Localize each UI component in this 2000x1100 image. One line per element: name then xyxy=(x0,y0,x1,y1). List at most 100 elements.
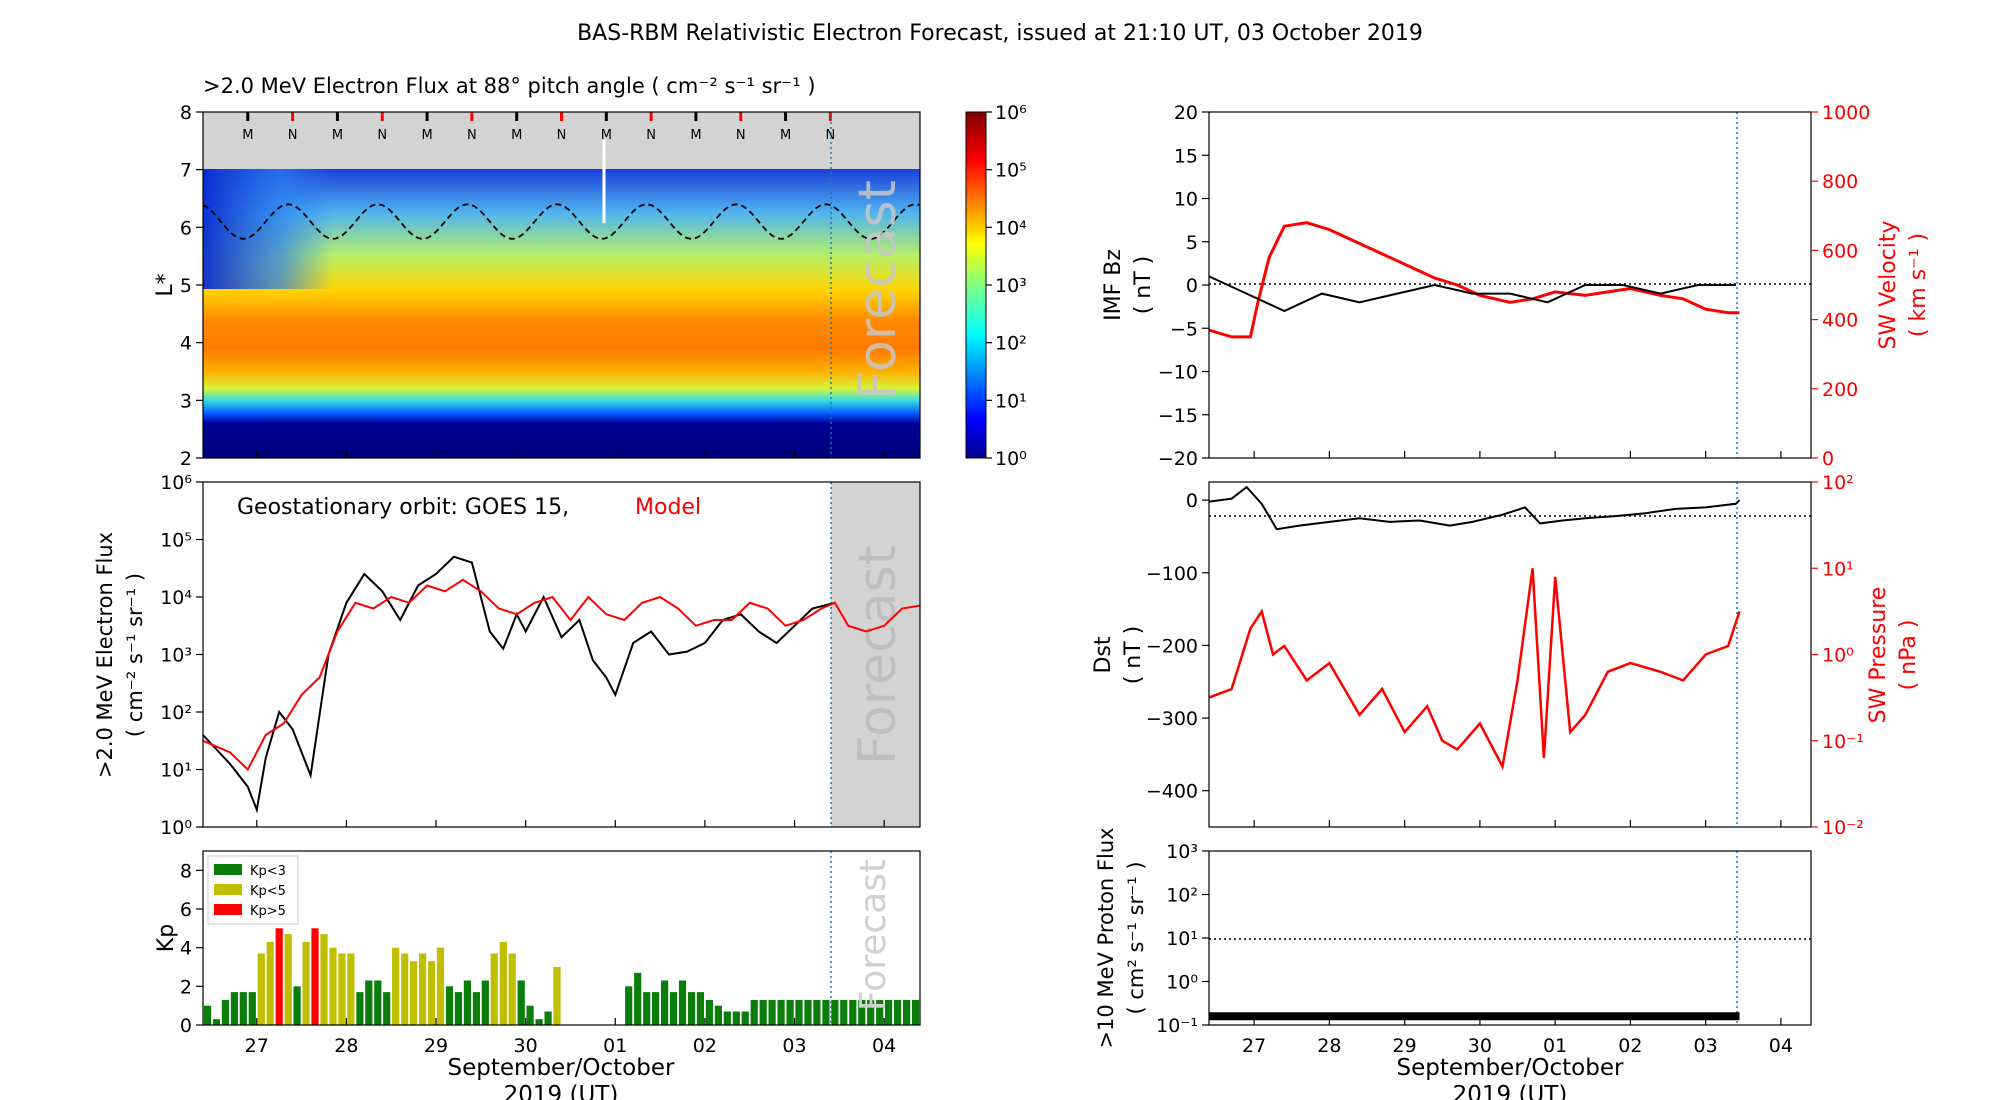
x-tick-label: 02 xyxy=(693,1035,717,1057)
sw-velocity-ylabel-line1: SW Velocity xyxy=(1876,220,1901,349)
kp-bar xyxy=(661,980,669,1025)
mn-label: N xyxy=(467,128,477,143)
sw-velocity-line xyxy=(1208,221,1740,339)
left-xlabel-line2: 2019 (UT) xyxy=(504,1082,619,1100)
geo-flux-panel: Forecast Geostationary orbit: GOES 15, M… xyxy=(93,472,921,839)
flux-map-title: >2.0 MeV Electron Flux at 88° pitch angl… xyxy=(203,74,816,98)
x-tick-label: 27 xyxy=(1242,1035,1266,1057)
kp-bar xyxy=(625,986,633,1025)
y-tick-label: 4 xyxy=(180,938,192,960)
kp-bar xyxy=(885,999,893,1025)
kp-legend-swatch xyxy=(214,904,242,915)
kp-bar xyxy=(311,928,319,1025)
y-tick-label: 10¹ xyxy=(160,760,192,782)
imf-bz-line xyxy=(1208,275,1736,313)
x-tick-label: 29 xyxy=(424,1035,448,1057)
kp-bar xyxy=(257,953,265,1025)
y-tick-label: 8 xyxy=(180,102,192,124)
y-tick-label: 10⁶ xyxy=(160,472,192,494)
y-tick-label: 400 xyxy=(1822,310,1858,332)
left-upper-x-ticks xyxy=(256,451,885,827)
kp-bar xyxy=(723,1011,731,1025)
kp-ylabel: Kp xyxy=(154,924,179,952)
y-tick-label: 6 xyxy=(180,899,192,921)
kp-bar xyxy=(499,941,507,1025)
y-tick-label: −20 xyxy=(1158,448,1198,470)
y-tick-label: 10¹ xyxy=(1166,928,1198,950)
kp-bar xyxy=(454,992,462,1025)
y-tick-label: 10⁻¹ xyxy=(1156,1015,1198,1037)
dst-ylabel-line1: Dst xyxy=(1091,636,1116,673)
mn-label: M xyxy=(601,128,612,143)
kp-bar xyxy=(643,992,651,1025)
y-tick-label: 0 xyxy=(1186,275,1198,297)
kp-bar xyxy=(678,980,687,1025)
figure-title: BAS-RBM Relativistic Electron Forecast, … xyxy=(577,21,1423,46)
kp-bar xyxy=(669,992,678,1025)
kp-bar xyxy=(759,999,767,1025)
dst-axes: 0 −100 −200 −300 −400 10⁻² 10⁻¹ 10⁰ 10¹ 10² xyxy=(1146,472,1864,839)
mn-label: N xyxy=(646,128,656,143)
right-upper-x-ticks xyxy=(1253,451,1782,827)
y-tick-label: 20 xyxy=(1174,102,1198,124)
kp-bar xyxy=(401,953,409,1025)
kp-forecast-label: Forecast xyxy=(853,859,894,1011)
y-tick-label: 10⁻² xyxy=(1822,817,1864,839)
mn-label: M xyxy=(421,128,432,143)
x-tick-label: 30 xyxy=(514,1035,538,1057)
dst-line xyxy=(1208,485,1741,531)
y-tick-label: −100 xyxy=(1146,563,1198,585)
right-x-axis: 27 28 29 30 01 02 03 04 xyxy=(1242,1018,1793,1057)
kp-bar xyxy=(777,999,785,1025)
imf-series xyxy=(1208,221,1740,339)
sw-pressure-ylabel-line2: ( nPa ) xyxy=(1896,620,1921,691)
kp-bar xyxy=(876,999,884,1025)
kp-bar xyxy=(535,1019,543,1025)
kp-legend-swatch xyxy=(214,864,242,875)
kp-bar xyxy=(203,1005,212,1025)
kp-bar xyxy=(517,980,525,1025)
flux-map-forecast-label: Forecast xyxy=(848,180,908,400)
kp-bar xyxy=(347,953,355,1025)
mn-label: M xyxy=(690,128,701,143)
kp-bar xyxy=(221,999,229,1025)
colorbar-tick-label: 10⁴ xyxy=(995,217,1027,239)
kp-bar xyxy=(374,980,382,1025)
y-tick-label: −400 xyxy=(1146,781,1198,803)
imf-ylabel-line1: IMF Bz xyxy=(1101,249,1126,321)
x-tick-label: 30 xyxy=(1468,1035,1492,1057)
kp-bar xyxy=(284,934,292,1025)
y-tick-label: −200 xyxy=(1146,635,1198,657)
y-tick-label: 10² xyxy=(160,702,192,724)
kp-bar xyxy=(463,980,471,1025)
y-tick-label: 10⁵ xyxy=(160,530,192,552)
geo-flux-series xyxy=(202,555,921,814)
kp-bar xyxy=(696,992,704,1025)
mn-label: N xyxy=(826,128,836,143)
kp-legend: Kp<3 Kp<5 Kp>5 xyxy=(207,855,299,925)
kp-bar xyxy=(813,999,821,1025)
kp-bar xyxy=(687,992,696,1025)
y-tick-label: 10⁴ xyxy=(160,587,192,609)
mn-label: M xyxy=(780,128,791,143)
x-tick-label: 28 xyxy=(1317,1035,1341,1057)
flux-map-ylabel: L* xyxy=(153,273,178,296)
kp-bar xyxy=(849,999,857,1025)
proton-ylabel-line2: ( cm² s⁻¹ sr⁻¹ ) xyxy=(1124,861,1148,1014)
mn-label: M xyxy=(511,128,522,143)
y-tick-label: 5 xyxy=(1186,232,1198,254)
colorbar-tick-label: 10⁰ xyxy=(995,448,1027,470)
kp-legend-label: Kp<5 xyxy=(250,884,286,899)
kp-bar xyxy=(419,953,427,1025)
y-tick-label: 800 xyxy=(1822,171,1858,193)
y-tick-label: 8 xyxy=(180,860,192,882)
sw-pressure-ylabel-line1: SW Pressure xyxy=(1866,587,1891,724)
colorbar-axis: 10⁰ 10¹ 10² 10³ 10⁴ 10⁵ 10⁶ xyxy=(986,102,1027,470)
kp-bar xyxy=(652,992,660,1025)
colorbar-tick-label: 10² xyxy=(995,333,1027,355)
kp-bar xyxy=(867,999,875,1025)
kp-bar xyxy=(275,928,283,1025)
